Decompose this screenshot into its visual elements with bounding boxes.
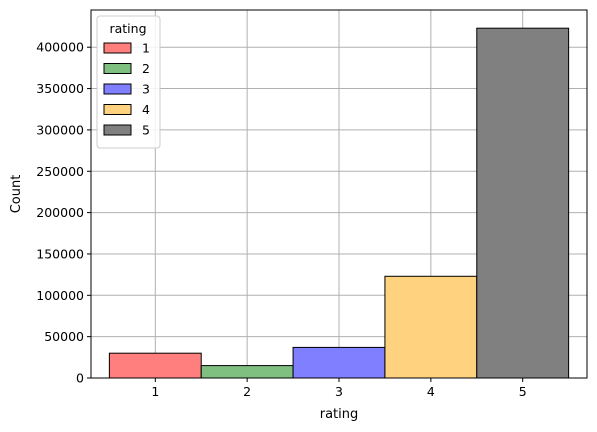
y-tick-label: 200000 — [36, 205, 84, 220]
legend-swatch-2 — [103, 63, 132, 74]
x-tick-label: 2 — [243, 384, 251, 399]
legend-label: 2 — [142, 61, 150, 76]
x-tick-label: 3 — [335, 384, 343, 399]
legend-title: rating — [109, 21, 146, 36]
y-tick-label: 400000 — [36, 40, 84, 55]
y-tick-label: 300000 — [36, 122, 84, 137]
y-tick-label: 50000 — [44, 329, 84, 344]
grid-lines — [91, 10, 587, 379]
y-axis-label: Count — [9, 175, 24, 214]
legend-label: 1 — [142, 41, 150, 56]
bar-rating-2 — [200, 365, 294, 379]
bar-rating-4 — [384, 275, 478, 379]
y-ticks: 0 50000 100000 150000 200000 250000 300000 3500… — [36, 40, 91, 386]
y-tick-label: 100000 — [36, 288, 84, 303]
x-ticks: 1 2 3 4 5 — [151, 378, 527, 399]
x-tick-label: 4 — [427, 384, 435, 399]
legend-label: 4 — [142, 102, 150, 117]
legend-swatch-1 — [103, 42, 132, 54]
y-tick-label: 250000 — [36, 164, 84, 179]
legend-label: 3 — [142, 82, 150, 97]
legend-swatch-4 — [103, 104, 132, 115]
x-axis-label: rating — [320, 407, 359, 422]
legend-swatch-5 — [103, 124, 132, 136]
legend: rating 1 2 3 4 5 — [96, 15, 161, 149]
x-tick-label: 5 — [519, 384, 527, 399]
x-tick-label: 1 — [151, 384, 159, 399]
legend-swatch-3 — [103, 83, 132, 95]
bar-rating-5 — [476, 27, 570, 379]
legend-label: 5 — [142, 123, 150, 138]
y-tick-label: 350000 — [36, 81, 84, 96]
y-tick-label: 150000 — [36, 246, 84, 261]
y-tick-label: 0 — [76, 371, 84, 386]
bar-rating-3 — [292, 346, 386, 379]
bar-rating-1 — [108, 352, 202, 379]
bars — [108, 27, 570, 379]
